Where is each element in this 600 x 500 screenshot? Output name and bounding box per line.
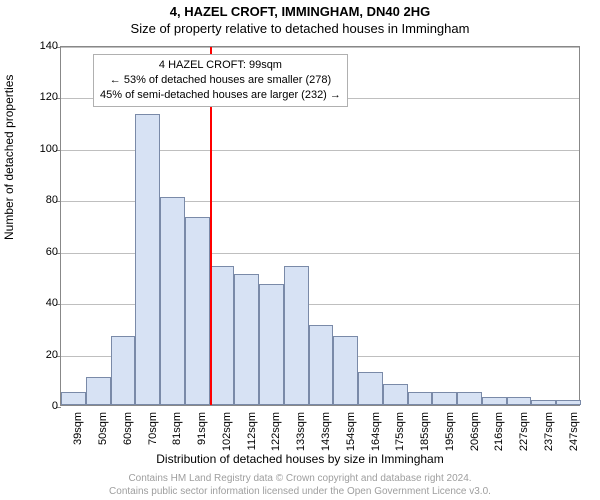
y-tick-label: 140 — [40, 40, 58, 52]
annotation-line: 45% of semi-detached houses are larger (… — [100, 88, 341, 103]
x-tick-label: 70sqm — [147, 412, 159, 462]
histogram-bar — [432, 392, 457, 405]
chart-titles: 4, HAZEL CROFT, IMMINGHAM, DN40 2HG Size… — [0, 4, 600, 36]
x-tick-label: 227sqm — [518, 412, 530, 462]
x-tick-label: 50sqm — [97, 412, 109, 462]
chart-container: { "chart": { "type": "histogram", "title… — [0, 0, 600, 500]
y-tick-label: 20 — [46, 349, 58, 361]
y-tick-label: 0 — [52, 400, 58, 412]
histogram-bar — [482, 397, 507, 405]
chart-title-sub: Size of property relative to detached ho… — [0, 21, 600, 36]
x-tick-label: 247sqm — [568, 412, 580, 462]
chart-title-main: 4, HAZEL CROFT, IMMINGHAM, DN40 2HG — [0, 4, 600, 19]
y-tick-label: 60 — [46, 246, 58, 258]
x-tick-label: 122sqm — [270, 412, 282, 462]
x-tick-label: 39sqm — [72, 412, 84, 462]
histogram-bar — [457, 392, 482, 405]
x-tick-label: 175sqm — [394, 412, 406, 462]
histogram-bar — [531, 400, 556, 405]
histogram-bar — [210, 266, 235, 405]
gridline — [61, 47, 579, 48]
y-tick-label: 40 — [46, 297, 58, 309]
histogram-bar — [309, 325, 334, 405]
annotation-line: ← 53% of detached houses are smaller (27… — [100, 73, 341, 88]
x-tick-label: 60sqm — [122, 412, 134, 462]
attribution-line-1: Contains HM Land Registry data © Crown c… — [0, 473, 600, 486]
attribution-line-2: Contains public sector information licen… — [0, 486, 600, 499]
histogram-bar — [259, 284, 284, 405]
histogram-bar — [185, 217, 210, 405]
x-tick-label: 164sqm — [370, 412, 382, 462]
histogram-bar — [556, 400, 581, 405]
x-tick-label: 154sqm — [345, 412, 357, 462]
x-tick-label: 81sqm — [171, 412, 183, 462]
histogram-bar — [86, 377, 111, 405]
x-tick-label: 143sqm — [320, 412, 332, 462]
x-tick-label: 216sqm — [493, 412, 505, 462]
x-tick-label: 91sqm — [196, 412, 208, 462]
x-tick-label: 102sqm — [221, 412, 233, 462]
annotation-box: 4 HAZEL CROFT: 99sqm← 53% of detached ho… — [93, 54, 348, 107]
histogram-bar — [507, 397, 532, 405]
histogram-bar — [61, 392, 86, 405]
x-tick-label: 206sqm — [469, 412, 481, 462]
y-tick-label: 120 — [40, 91, 58, 103]
x-tick-label: 133sqm — [295, 412, 307, 462]
histogram-bar — [135, 114, 160, 405]
x-tick-label: 195sqm — [444, 412, 456, 462]
y-tick-label: 80 — [46, 194, 58, 206]
histogram-bar — [333, 336, 358, 405]
histogram-bar — [408, 392, 433, 405]
histogram-bar — [284, 266, 309, 405]
histogram-bar — [358, 372, 383, 405]
annotation-line: 4 HAZEL CROFT: 99sqm — [100, 58, 341, 73]
y-axis-label: Number of detached properties — [2, 75, 16, 240]
attribution-text: Contains HM Land Registry data © Crown c… — [0, 473, 600, 498]
x-tick-label: 112sqm — [246, 412, 258, 462]
histogram-bar — [234, 274, 259, 405]
x-tick-label: 185sqm — [419, 412, 431, 462]
x-tick-label: 237sqm — [543, 412, 555, 462]
histogram-bar — [383, 384, 408, 405]
histogram-bar — [160, 197, 185, 405]
histogram-bar — [111, 336, 136, 405]
y-tick-label: 100 — [40, 143, 58, 155]
